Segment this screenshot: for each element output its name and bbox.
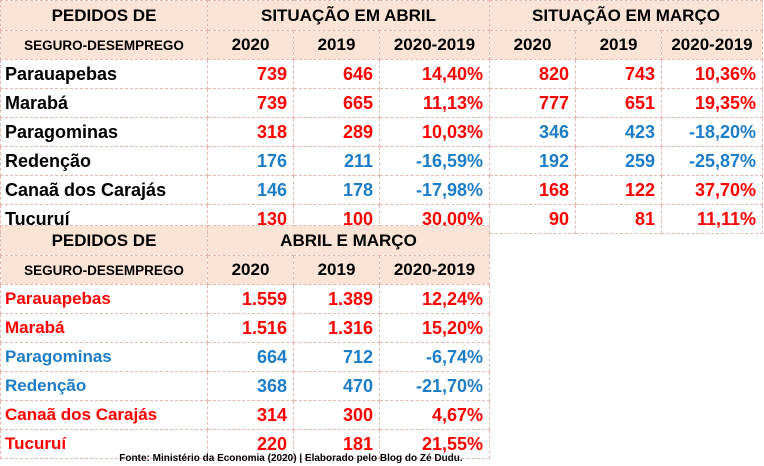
table-row: Tucuruí 130 100 30,00% 90 81 11,11%	[0, 204, 763, 234]
abril-diff-value: 10,03%	[379, 117, 490, 147]
total-2020-value: 368	[207, 371, 294, 401]
city-name: Canaã dos Carajás	[0, 400, 208, 430]
city-name: Marabá	[0, 313, 208, 343]
city-name: Marabá	[0, 88, 208, 118]
abril-2019-value: 178	[293, 175, 380, 205]
marco-2019-value: 743	[575, 59, 662, 89]
marco-2019-value: 81	[575, 204, 662, 234]
table-row: Canaã dos Carajás 146 178 -17,98% 168 122 37,7…	[0, 175, 763, 205]
total-2020-value: 1.516	[207, 313, 294, 343]
total-diff-value: 12,24%	[379, 284, 490, 314]
marco-2020-value: 820	[489, 59, 576, 89]
marco-2019-value: 122	[575, 175, 662, 205]
col-header-diff: 2020-2019	[379, 30, 490, 60]
total-diff-value: -21,70%	[379, 371, 490, 401]
group-header-march: SITUAÇÃO EM MARÇO	[489, 0, 763, 31]
group-header-april: SITUAÇÃO EM ABRIL	[207, 0, 490, 31]
abril-diff-value: 14,40%	[379, 59, 490, 89]
table-row: Redenção 176 211 -16,59% 192 259 -25,87%	[0, 146, 763, 176]
header-label-line2: SEGURO-DESEMPREGO	[0, 255, 208, 285]
abril-2019-value: 665	[293, 88, 380, 118]
marco-diff-value: 11,11%	[661, 204, 763, 234]
total-diff-value: -6,74%	[379, 342, 490, 372]
city-name: Parauapebas	[0, 284, 208, 314]
abril-diff-value: 11,13%	[379, 88, 490, 118]
marco-2020-value: 192	[489, 146, 576, 176]
city-name: Paragominas	[0, 117, 208, 147]
table-row: Paragominas 318 289 10,03% 346 423 -18,20%	[0, 117, 763, 147]
total-2019-value: 181	[293, 429, 380, 459]
col-header-2019: 2019	[293, 30, 380, 60]
col-header-2020: 2020	[207, 30, 294, 60]
marco-2020-value: 346	[489, 117, 576, 147]
table-row: Parauapebas 1.559 1.389 12,24%	[0, 284, 490, 314]
abril-2019-value: 211	[293, 146, 380, 176]
marco-diff-value: -25,87%	[661, 146, 763, 176]
abril-2019-value: 289	[293, 117, 380, 147]
table-row: Marabá 739 665 11,13% 777 651 19,35%	[0, 88, 763, 118]
marco-2019-value: 423	[575, 117, 662, 147]
marco-2020-value: 90	[489, 204, 576, 234]
marco-diff-value: 37,70%	[661, 175, 763, 205]
col-header-diff: 2020-2019	[661, 30, 763, 60]
marco-diff-value: -18,20%	[661, 117, 763, 147]
header-label-line1: PEDIDOS DE	[0, 0, 208, 31]
city-name: Parauapebas	[0, 59, 208, 89]
header-label-line2: SEGURO-DESEMPREGO	[0, 30, 208, 60]
col-header-diff: 2020-2019	[379, 255, 490, 285]
marco-2019-value: 259	[575, 146, 662, 176]
total-2019-value: 300	[293, 400, 380, 430]
city-name: Canaã dos Carajás	[0, 175, 208, 205]
table-situacao-abril-marco: PEDIDOS DE SITUAÇÃO EM ABRIL SITUAÇÃO EM…	[0, 0, 763, 234]
city-name: Paragominas	[0, 342, 208, 372]
col-header-2019: 2019	[575, 30, 662, 60]
total-2019-value: 1.316	[293, 313, 380, 343]
table-row: Marabá 1.516 1.316 15,20%	[0, 313, 490, 343]
total-2020-value: 220	[207, 429, 294, 459]
header-label-line1: PEDIDOS DE	[0, 225, 208, 256]
total-diff-value: 21,55%	[379, 429, 490, 459]
group-header-april-march: ABRIL E MARÇO	[207, 225, 490, 256]
table-row: Paragominas 664 712 -6,74%	[0, 342, 490, 372]
abril-2020-value: 176	[207, 146, 294, 176]
table-row: Tucuruí 220 181 21,55%	[0, 429, 490, 459]
col-header-2020: 2020	[207, 255, 294, 285]
marco-diff-value: 19,35%	[661, 88, 763, 118]
table-row: Parauapebas 739 646 14,40% 820 743 10,36%	[0, 59, 763, 89]
abril-diff-value: -16,59%	[379, 146, 490, 176]
total-2019-value: 470	[293, 371, 380, 401]
marco-diff-value: 10,36%	[661, 59, 763, 89]
total-diff-value: 15,20%	[379, 313, 490, 343]
col-header-2020: 2020	[489, 30, 576, 60]
total-2019-value: 1.389	[293, 284, 380, 314]
table-abril-e-marco: PEDIDOS DE ABRIL E MARÇO SEGURO-DESEMPRE…	[0, 225, 490, 459]
table-row: Canaã dos Carajás 314 300 4,67%	[0, 400, 490, 430]
marco-2020-value: 168	[489, 175, 576, 205]
city-name: Tucuruí	[0, 429, 208, 459]
abril-2020-value: 146	[207, 175, 294, 205]
total-2020-value: 314	[207, 400, 294, 430]
table-row: Redenção 368 470 -21,70%	[0, 371, 490, 401]
city-name: Redenção	[0, 146, 208, 176]
marco-2019-value: 651	[575, 88, 662, 118]
abril-2019-value: 646	[293, 59, 380, 89]
city-name: Redenção	[0, 371, 208, 401]
marco-2020-value: 777	[489, 88, 576, 118]
total-diff-value: 4,67%	[379, 400, 490, 430]
total-2019-value: 712	[293, 342, 380, 372]
abril-diff-value: -17,98%	[379, 175, 490, 205]
abril-2020-value: 739	[207, 88, 294, 118]
abril-2020-value: 739	[207, 59, 294, 89]
col-header-2019: 2019	[293, 255, 380, 285]
source-note: Fonte: Ministério da Economia (2020) | E…	[119, 453, 463, 464]
total-2020-value: 1.559	[207, 284, 294, 314]
abril-2020-value: 318	[207, 117, 294, 147]
total-2020-value: 664	[207, 342, 294, 372]
